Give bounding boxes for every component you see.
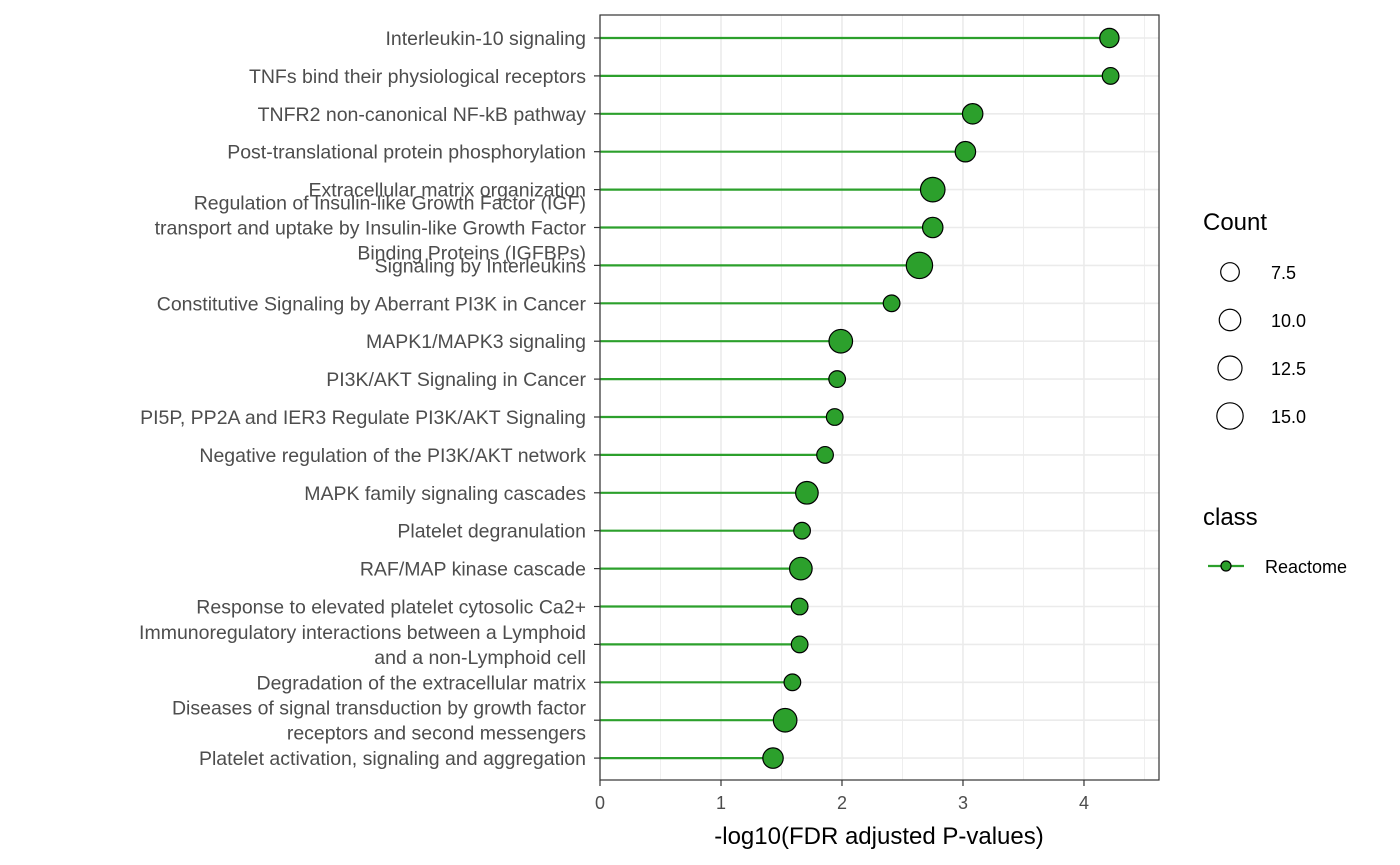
x-tick-label: 3 xyxy=(958,793,968,813)
lollipop-point xyxy=(762,747,784,769)
lollipop-point xyxy=(1099,27,1120,49)
legend-count-label: 10.0 xyxy=(1271,311,1306,331)
legend-count: Count 7.5 10.0 12.5 15.0 xyxy=(1203,209,1306,430)
legend-count-key xyxy=(1220,262,1240,282)
legend-class-key-point xyxy=(1220,560,1232,572)
y-tick-label: TNFR2 non-canonical NF-kB pathway xyxy=(258,104,587,126)
lollipop-point xyxy=(793,521,811,540)
y-tick-label: Platelet activation, signaling and aggre… xyxy=(199,748,586,770)
lollipop-point xyxy=(1101,66,1120,85)
y-tick-label: Response to elevated platelet cytosolic … xyxy=(196,597,586,619)
lollipop-point xyxy=(961,103,984,125)
y-tick-label: Interleukin-10 signaling xyxy=(385,28,586,50)
lollipop-point xyxy=(795,480,819,505)
y-tick-label: Constitutive Signaling by Aberrant PI3K … xyxy=(157,293,587,315)
lollipop-point xyxy=(825,408,844,426)
legend-count-key xyxy=(1218,308,1242,332)
y-axis: Interleukin-10 signaling TNFs bind their … xyxy=(139,28,600,770)
lollipop-point xyxy=(816,445,834,464)
y-tick-label: PI3K/AKT Signaling in Cancer xyxy=(326,369,586,391)
y-tick-label: Degradation of the extracellular matrix xyxy=(257,672,587,694)
x-tick-label: 4 xyxy=(1079,793,1089,813)
lollipop-point xyxy=(919,176,946,203)
lollipop-point xyxy=(790,597,809,616)
legend-count-label: 15.0 xyxy=(1271,407,1306,427)
lollipop-points xyxy=(762,27,1120,769)
y-tick-label: Platelet degranulation xyxy=(397,521,586,543)
lollipop-point xyxy=(772,707,798,733)
legend-count-key xyxy=(1217,355,1243,381)
x-axis-title: -log10(FDR adjusted P-values) xyxy=(714,823,1043,850)
lollipop-point xyxy=(788,556,813,581)
legend-count-key xyxy=(1216,402,1244,430)
y-tick-label: TNFs bind their physiological receptors xyxy=(249,66,586,88)
x-tick-label: 2 xyxy=(837,793,847,813)
y-tick-label: Post-translational protein phosphorylati… xyxy=(227,142,586,164)
y-tick-label: Regulation of Insulin-like Growth Factor… xyxy=(155,193,587,265)
x-tick-label: 0 xyxy=(595,793,605,813)
legend-class: class Reactome xyxy=(1203,504,1347,577)
y-tick-label: MAPK1/MAPK3 signaling xyxy=(366,331,586,353)
y-tick-label: Signaling by Interleukins xyxy=(375,255,587,277)
legend-count-title: Count xyxy=(1203,209,1267,236)
lollipop-point xyxy=(882,294,901,313)
y-tick-label: Negative regulation of the PI3K/AKT netw… xyxy=(199,445,586,467)
lollipop-stems xyxy=(600,36,1111,760)
y-tick-label: Immunoregulatory interactions between a … xyxy=(139,622,586,669)
legend-class-title: class xyxy=(1203,504,1258,531)
y-tick-label: Extracellular matrix organization xyxy=(309,180,586,202)
x-tick-label: 1 xyxy=(716,793,726,813)
legend-class-label: Reactome xyxy=(1265,557,1347,577)
lollipop-point xyxy=(783,673,802,692)
lollipop-point xyxy=(790,635,809,654)
y-tick-label: MAPK family signaling cascades xyxy=(304,483,586,505)
lollipop-point xyxy=(905,251,934,280)
lollipop-point xyxy=(921,216,944,239)
grid-lines xyxy=(599,15,1159,780)
legend-count-label: 7.5 xyxy=(1271,263,1296,283)
y-tick-label: PI5P, PP2A and IER3 Regulate PI3K/AKT Si… xyxy=(140,407,586,429)
y-tick-label: RAF/MAP kinase cascade xyxy=(360,559,586,581)
legend-count-label: 12.5 xyxy=(1271,359,1306,379)
y-tick-label: Diseases of signal transduction by growt… xyxy=(172,698,587,745)
lollipop-point xyxy=(828,328,854,354)
lollipop-point xyxy=(954,140,977,163)
panel-border xyxy=(599,14,1160,781)
lollipop-point xyxy=(828,370,847,389)
x-axis: 0 1 2 3 4 xyxy=(595,780,1089,813)
